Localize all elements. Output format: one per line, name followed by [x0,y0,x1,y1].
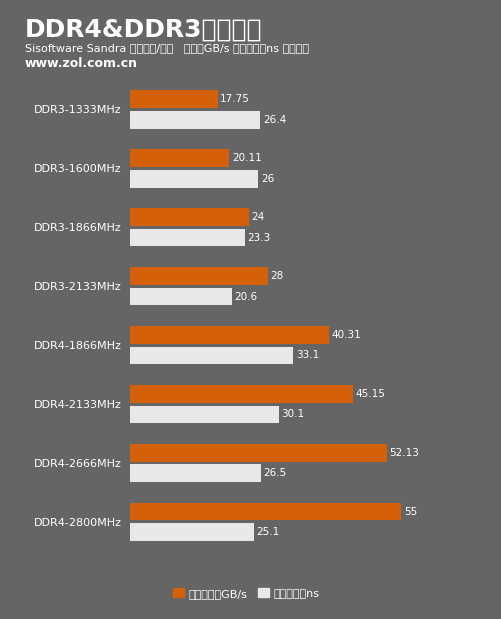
Text: 26: 26 [261,174,274,184]
Bar [130,208,248,226]
Text: 26.5: 26.5 [264,469,287,478]
Bar [130,464,261,482]
Bar [130,385,353,402]
Bar [130,229,245,246]
Bar [130,288,232,305]
Bar [130,149,229,167]
Text: 23.3: 23.3 [247,233,271,243]
Text: 45.15: 45.15 [355,389,385,399]
Bar [130,524,254,541]
Text: 24: 24 [251,212,264,222]
Text: 20.6: 20.6 [234,292,258,301]
Text: 55: 55 [404,506,417,517]
Text: 30.1: 30.1 [281,409,304,420]
Bar [130,347,294,365]
Text: Sisoftware Sandra 内存带宽/延迟   单位：GB/s 越大越好；ns 越小越好: Sisoftware Sandra 内存带宽/延迟 单位：GB/s 越大越好；n… [25,43,309,53]
Bar [130,267,268,285]
Bar [130,326,329,344]
Text: 52.13: 52.13 [390,448,419,457]
Bar [130,444,387,462]
Text: 33.1: 33.1 [296,350,319,360]
Text: www.zol.com.cn: www.zol.com.cn [25,57,138,70]
Bar [130,170,259,188]
Bar [130,90,218,108]
Bar [130,503,401,521]
Text: 28: 28 [271,271,284,281]
Text: 26.4: 26.4 [263,115,286,125]
Text: 20.11: 20.11 [232,153,262,163]
Text: DDR4&DDR3对比测试: DDR4&DDR3对比测试 [25,17,263,41]
Text: 17.75: 17.75 [220,94,250,104]
Bar [130,111,261,129]
Bar [130,405,279,423]
Text: 40.31: 40.31 [332,330,361,340]
Legend: 内存带宽：GB/s, 内存延迟：ns: 内存带宽：GB/s, 内存延迟：ns [173,588,320,599]
Text: 25.1: 25.1 [257,527,280,537]
